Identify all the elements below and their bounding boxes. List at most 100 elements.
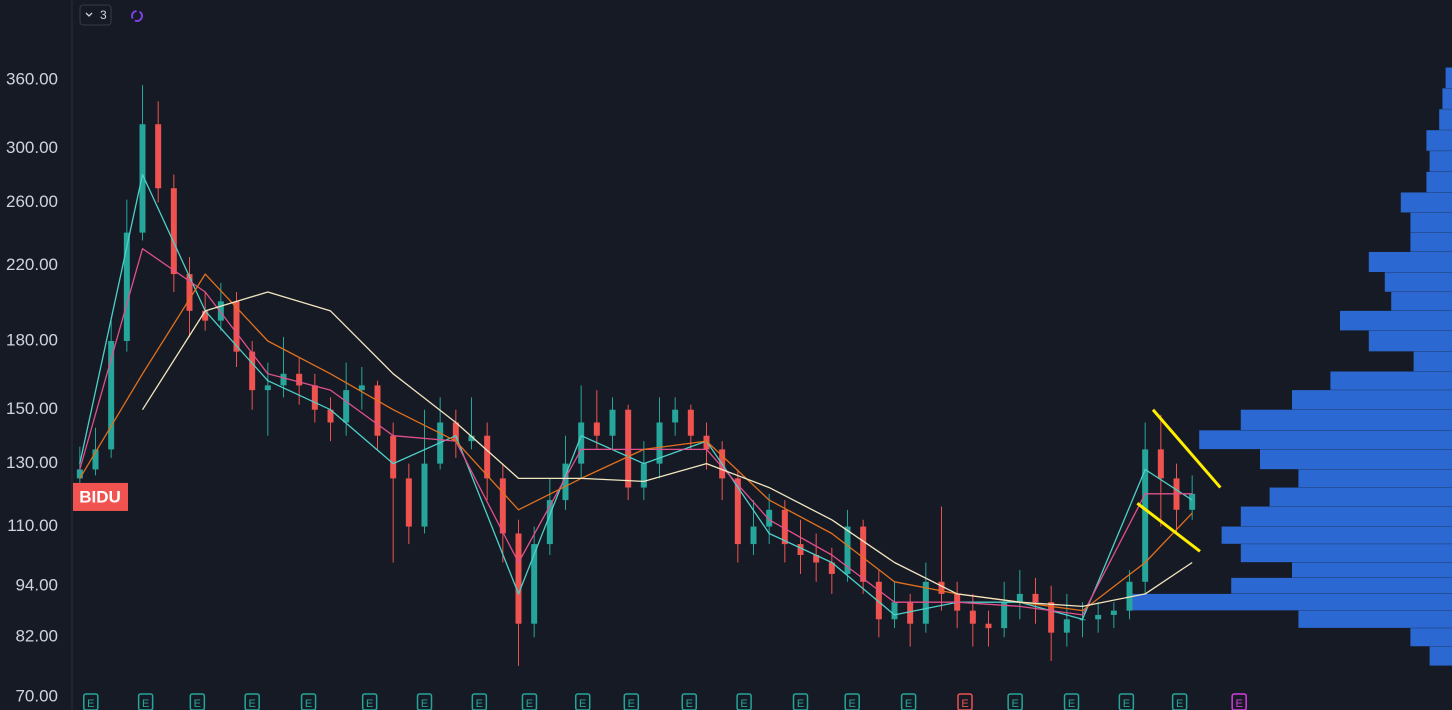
profile-bar [1410,212,1452,233]
candle-body [938,581,945,594]
earnings-label: E [1123,698,1130,710]
profile-bar [1199,430,1452,450]
candle-body [766,509,773,527]
y-tick-label: 360.00 [6,69,58,88]
earnings-label: E [740,698,747,710]
chevron [85,12,93,17]
candle-body [343,390,350,423]
candle-body [734,478,741,545]
candle-body [546,500,553,545]
earnings-label: E [194,698,201,710]
indicator-badge[interactable]: 3 [79,4,112,26]
profile-bar [1368,251,1452,273]
earnings-box [681,693,698,710]
candle-body [170,188,177,275]
candle-body [891,602,898,620]
candle-body [1016,593,1023,603]
candle-body [609,409,616,436]
profile-bar [1426,171,1452,193]
y-tick-label: 130.00 [6,453,58,472]
candle-body [468,435,475,442]
moving-averages [79,173,1193,620]
candle-body [828,562,835,574]
candle-body [186,274,193,311]
earnings-label: E [305,698,312,710]
candle-body [108,341,115,450]
refresh-icon[interactable] [131,10,143,22]
symbol-text: BIDU [79,487,121,506]
candle-body [1032,593,1039,603]
volume-profile [1132,67,1452,666]
candle-body [390,435,397,479]
profile-bar [1413,351,1452,372]
candle-body [672,409,679,423]
earnings-label: E [421,698,428,710]
earnings-label: E [1011,698,1018,710]
profile-bar [1221,526,1452,544]
earnings-box [623,693,640,710]
refresh-circle[interactable] [131,10,143,22]
earnings-box [83,693,99,710]
candle-body [703,435,710,450]
earnings-box [1007,693,1023,710]
profile-bar [1240,544,1452,563]
candle-body [750,526,757,545]
earnings-box [1171,693,1188,710]
candle-body [578,422,585,464]
earnings-box [244,693,260,710]
profile-bar [1439,109,1452,130]
earnings-box [736,693,752,710]
profile-bar [1269,487,1452,507]
y-tick-label: 180.00 [6,331,58,350]
candle-body [499,478,506,534]
profile-bar [1445,67,1452,89]
profile-bar [1340,310,1452,331]
y-tick-label: 70.00 [15,686,58,705]
candle-body [155,124,162,189]
candle-body [562,463,569,501]
candle-body [311,385,318,410]
earnings-box [471,693,488,710]
profile-bar [1240,409,1452,431]
candle-body [249,351,256,391]
profile-bar [1429,646,1452,666]
candle-body [813,555,820,563]
earnings-box [1118,693,1135,710]
profile-bar [1384,272,1452,292]
candle-body [531,544,538,624]
indicator-count: 3 [100,8,107,22]
earnings-label: E [1068,698,1075,710]
candle-body [1001,602,1008,629]
candle-body [1048,602,1055,633]
profile-bar [1292,390,1452,410]
badge-box[interactable] [79,4,112,26]
candle-body [640,463,647,488]
trendline [1136,502,1201,553]
earnings-box [1231,693,1247,710]
earnings-label: E [87,698,94,710]
candle-body [280,373,287,386]
profile-bar [1132,593,1452,611]
candle-body [1063,619,1070,633]
candle-body [1157,449,1164,479]
trendlines [1136,408,1222,553]
y-tick-label: 220.00 [6,255,58,274]
candle-body [875,581,882,620]
profile-bar [1410,628,1452,647]
earnings-label: E [686,698,693,710]
candle-body [985,623,992,629]
symbol-box [73,482,128,511]
candle-body [860,526,867,582]
profile-bar [1240,506,1452,527]
profile-bar [1231,577,1452,594]
candle-body [907,602,914,624]
y-axis: 70.00 82.00 94.00 110.00 130.00 150.00 180.00 2… [6,69,58,705]
earnings-label: E [526,698,533,710]
profile-bar [1426,130,1452,151]
profile-bar [1429,151,1452,172]
earnings-box [137,693,154,710]
candle-body [593,422,600,436]
